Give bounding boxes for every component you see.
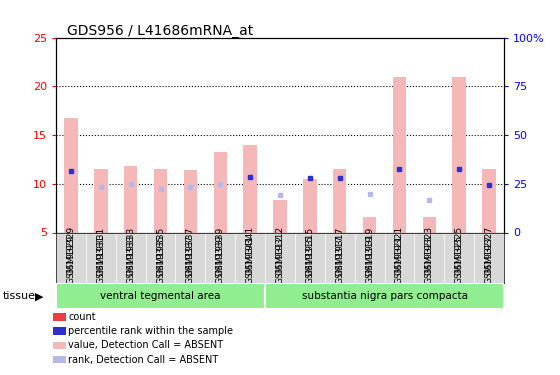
Bar bbox=[154, 169, 167, 232]
Bar bbox=[56, 283, 265, 309]
Text: GSM19315: GSM19315 bbox=[305, 235, 314, 284]
Text: ventral tegmental area: ventral tegmental area bbox=[100, 291, 221, 301]
Bar bbox=[64, 118, 78, 232]
Text: GSM19319: GSM19319 bbox=[365, 235, 374, 284]
Text: ▶: ▶ bbox=[35, 291, 44, 301]
Text: GSM19312: GSM19312 bbox=[276, 235, 284, 284]
Bar bbox=[244, 145, 257, 232]
Text: value, Detection Call = ABSENT: value, Detection Call = ABSENT bbox=[68, 340, 223, 350]
Bar bbox=[452, 76, 466, 232]
Text: GSM19317: GSM19317 bbox=[335, 235, 344, 284]
Bar bbox=[423, 217, 436, 232]
Text: GSM19335: GSM19335 bbox=[156, 235, 165, 284]
Bar bbox=[333, 169, 347, 232]
Bar bbox=[273, 200, 287, 232]
Bar bbox=[265, 283, 504, 309]
Text: GDS956 / L41686mRNA_at: GDS956 / L41686mRNA_at bbox=[67, 24, 254, 38]
Text: tissue: tissue bbox=[3, 291, 36, 301]
Text: GSM19339: GSM19339 bbox=[216, 235, 225, 284]
Bar bbox=[53, 356, 66, 363]
Bar bbox=[482, 169, 496, 232]
Bar bbox=[124, 166, 137, 232]
Text: GSM19321: GSM19321 bbox=[395, 235, 404, 284]
Text: GSM19325: GSM19325 bbox=[455, 235, 464, 284]
Bar bbox=[213, 152, 227, 232]
Bar bbox=[53, 313, 66, 321]
Bar bbox=[53, 342, 66, 349]
Bar bbox=[303, 179, 316, 232]
Bar bbox=[53, 327, 66, 335]
Bar bbox=[94, 169, 108, 232]
Text: GSM19333: GSM19333 bbox=[126, 235, 135, 284]
Text: rank, Detection Call = ABSENT: rank, Detection Call = ABSENT bbox=[68, 355, 218, 364]
Text: GSM19337: GSM19337 bbox=[186, 235, 195, 284]
Text: count: count bbox=[68, 312, 96, 322]
Text: GSM19331: GSM19331 bbox=[96, 235, 105, 284]
Text: substantia nigra pars compacta: substantia nigra pars compacta bbox=[301, 291, 468, 301]
Text: GSM19323: GSM19323 bbox=[425, 235, 434, 284]
Bar bbox=[363, 217, 376, 232]
Text: GSM19329: GSM19329 bbox=[67, 235, 76, 284]
Text: GSM19341: GSM19341 bbox=[246, 235, 255, 284]
Text: percentile rank within the sample: percentile rank within the sample bbox=[68, 326, 234, 336]
Bar bbox=[184, 170, 197, 232]
Text: GSM19327: GSM19327 bbox=[484, 235, 493, 284]
Bar bbox=[393, 78, 406, 232]
